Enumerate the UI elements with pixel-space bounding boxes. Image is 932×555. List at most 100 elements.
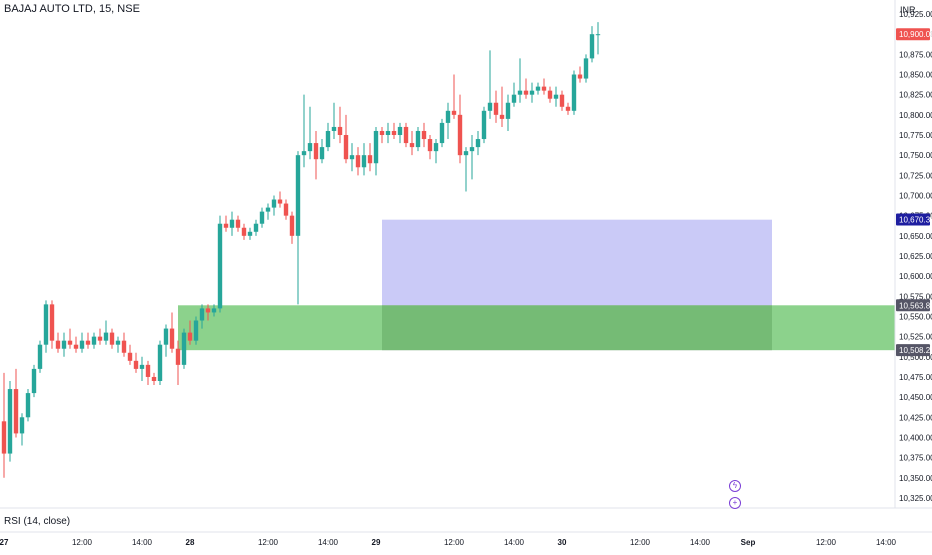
candle [553, 86, 559, 107]
y-tick-label: 10,650.00 [899, 232, 932, 241]
y-tick-label: 10,725.00 [899, 171, 932, 180]
x-tick-label: 29 [372, 538, 381, 547]
candle [271, 195, 277, 216]
y-tick-label: 10,550.00 [899, 312, 932, 321]
lightning-icon[interactable]: ϟ [729, 480, 741, 492]
y-tick-label: 10,625.00 [899, 252, 932, 261]
y-tick-label: 10,925.00 [899, 10, 932, 19]
y-tick-label: 10,800.00 [899, 111, 932, 120]
y-tick-label: 10,500.00 [899, 353, 932, 362]
candle [127, 344, 133, 365]
candle [151, 372, 157, 386]
svg-text:10,508.20: 10,508.20 [899, 346, 932, 355]
candle [589, 26, 595, 63]
y-tick-label: 10,750.00 [899, 151, 932, 160]
candle [529, 82, 535, 103]
candle [229, 211, 235, 236]
candle [571, 70, 577, 115]
candle [247, 227, 253, 240]
candle [121, 332, 127, 357]
candle [265, 203, 271, 220]
candle [295, 151, 301, 305]
candle [115, 336, 121, 353]
candle [439, 118, 445, 148]
candle [7, 380, 13, 462]
candle [289, 211, 295, 244]
candle [211, 304, 217, 317]
candle [91, 332, 97, 349]
y-tick-label: 10,525.00 [899, 333, 932, 342]
currency-label: INR [900, 5, 916, 15]
price-labels-layer: 10,900.00 10,670.30 10,563.85 10,508.20 [896, 28, 932, 357]
x-tick-label: 14:00 [504, 538, 525, 547]
x-tick-label: 12:00 [444, 538, 465, 547]
candle [307, 106, 313, 160]
candle [277, 191, 283, 208]
time-axis[interactable]: 27 12:00 14:00 28 12:00 14:00 29 12:00 14:00 30 12… [0, 538, 897, 547]
candle [217, 215, 223, 313]
blue-zone[interactable] [382, 219, 772, 306]
y-tick-label: 10,475.00 [899, 373, 932, 382]
candle [31, 364, 37, 398]
candles-layer [1, 22, 601, 478]
candle [223, 215, 229, 232]
y-tick-label: 10,350.00 [899, 474, 932, 483]
price-label: 10,900.00 [896, 28, 932, 41]
candle [73, 336, 79, 353]
candle [583, 54, 589, 83]
svg-text:10,563.85: 10,563.85 [899, 301, 932, 310]
candle [97, 328, 103, 345]
candle [469, 135, 475, 180]
candle [595, 22, 601, 55]
y-tick-label: 10,850.00 [899, 71, 932, 80]
candle [475, 130, 481, 156]
candle [445, 102, 451, 140]
x-tick-label: 12:00 [630, 538, 651, 547]
candle [493, 90, 499, 123]
candle [319, 139, 325, 164]
candle [499, 86, 505, 127]
candle [19, 413, 25, 446]
candle [565, 102, 571, 115]
x-tick-label: 12:00 [258, 538, 279, 547]
candle [421, 122, 427, 148]
candle [349, 143, 355, 172]
plus-circle-icon[interactable]: + [729, 497, 741, 509]
y-tick-label: 10,700.00 [899, 191, 932, 200]
x-tick-label: 14:00 [132, 538, 153, 547]
candle [205, 304, 211, 321]
candle [157, 340, 163, 386]
candle [181, 328, 187, 369]
candle [391, 122, 397, 140]
candle [577, 66, 583, 83]
green-zone[interactable] [178, 305, 895, 351]
candle [343, 114, 349, 164]
candle [169, 312, 175, 353]
candle [325, 122, 331, 152]
x-tick-label: 12:00 [72, 538, 93, 547]
candle [187, 320, 193, 345]
candle [451, 74, 457, 119]
price-label: 10,670.30 [896, 213, 932, 226]
rsi-indicator-label[interactable]: RSI (14, close) [4, 516, 71, 527]
candle [457, 94, 463, 164]
y-tick-label: 10,575.00 [899, 292, 932, 301]
candle [415, 126, 421, 152]
candle [379, 126, 385, 144]
candle [313, 130, 319, 180]
candle [49, 300, 55, 349]
candle [517, 58, 523, 103]
x-tick-label: Sep [741, 538, 756, 547]
candle [463, 147, 469, 192]
candle [199, 304, 205, 329]
candle [193, 316, 199, 345]
candle [427, 135, 433, 160]
symbol-title[interactable]: BAJAJ AUTO LTD, 15, NSE [4, 3, 140, 15]
candle [409, 130, 415, 156]
price-label: 10,563.85 [896, 299, 932, 312]
y-tick-label: 10,875.00 [899, 50, 932, 59]
y-tick-label: 10,825.00 [899, 91, 932, 100]
candle [259, 207, 265, 228]
